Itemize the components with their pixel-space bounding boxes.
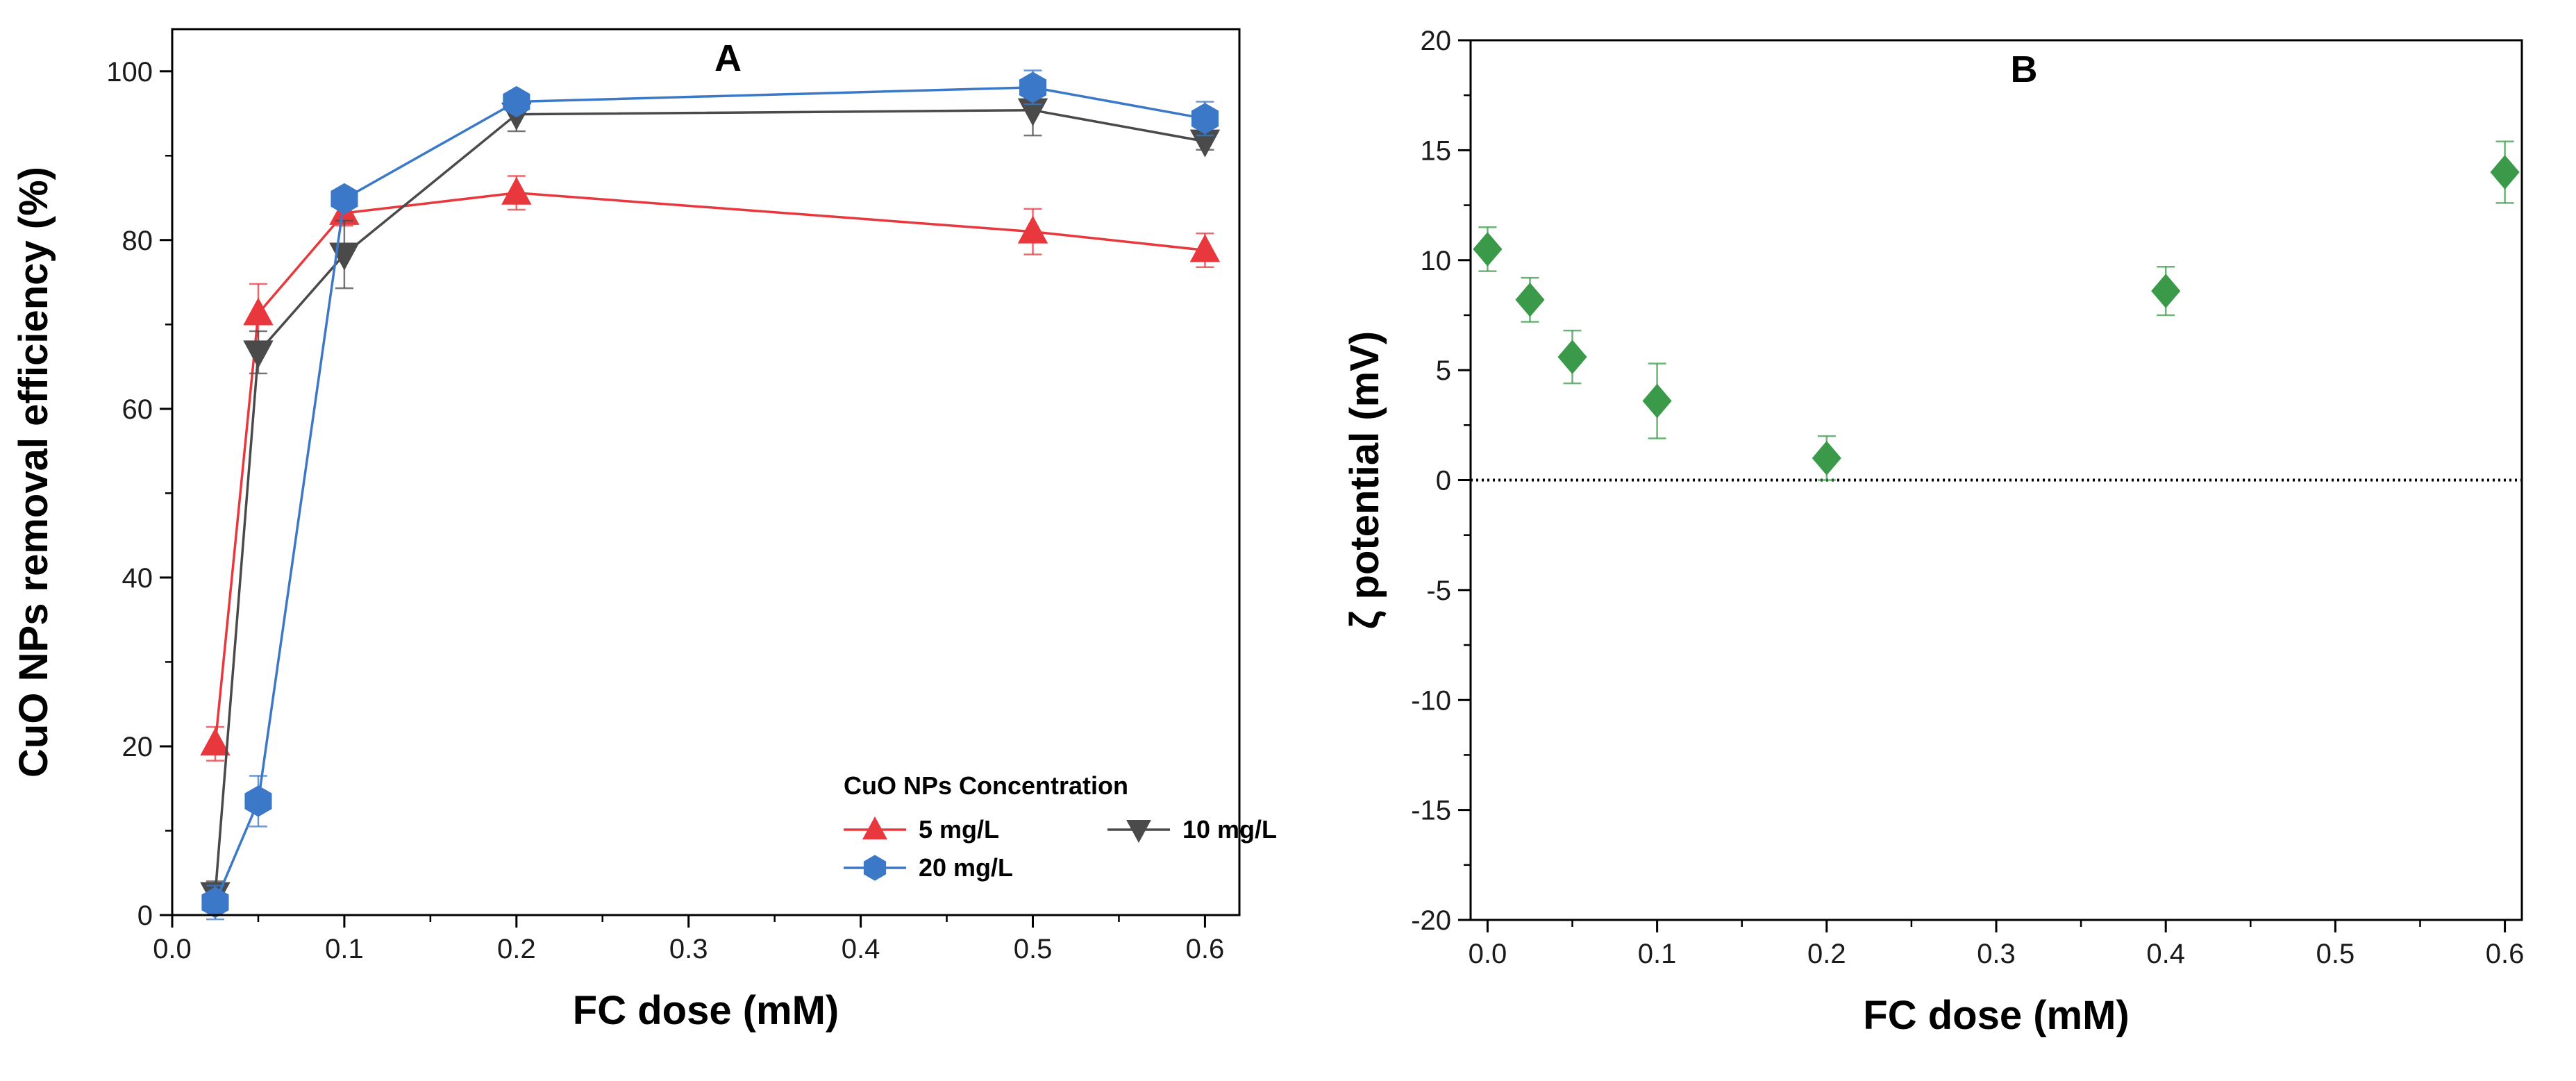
data-point [1019, 72, 1047, 103]
data-point [331, 183, 358, 215]
y-tick-label: 80 [122, 226, 153, 256]
panel-label: B [2011, 49, 2038, 90]
panel-a: 0.0 0.1 0.2 0.3 0.4 0.5 0.6 0 20 40 60 80 100 FC dose… [11, 28, 1277, 1033]
x-tick-label: 0.0 [153, 934, 192, 964]
x-tick-label: 0.5 [2316, 939, 2355, 969]
y-tick-label: -15 [1411, 796, 1451, 826]
legend-label: 5 mg/L [919, 815, 999, 844]
x-tick-label: 0.3 [669, 934, 708, 964]
y-tick-label: 15 [1421, 135, 1452, 166]
y-tick-label: -20 [1411, 905, 1451, 936]
legend-label: 10 mg/L [1182, 815, 1277, 844]
data-point [1812, 441, 1841, 476]
data-point [1191, 103, 1219, 135]
legend-item: 20 mg/L [844, 853, 1013, 882]
y-tick-label: 20 [1421, 26, 1452, 56]
legend-title: CuO NPs Concentration [844, 771, 1128, 800]
x-axis-title: FC dose (mM) [573, 988, 839, 1033]
series-line [214, 108, 1205, 894]
legend-marker [863, 855, 887, 881]
legend-marker [862, 816, 887, 839]
data-point [243, 340, 274, 369]
y-tick-label: 5 [1436, 355, 1451, 386]
x-tick-label: 0.4 [2146, 939, 2185, 969]
data-point [201, 887, 229, 919]
series-line [214, 192, 1205, 744]
x-tick-label: 0.2 [497, 934, 536, 964]
plot-frame [171, 28, 1241, 916]
panel-b: 0.0 0.1 0.2 0.3 0.4 0.5 0.6 -20 -15 -10 -5 0 5 10 15 20… [1342, 26, 2524, 1038]
x-tick-label: 0.2 [1807, 939, 1846, 969]
legend-marker [1126, 820, 1151, 844]
data-point [244, 785, 272, 817]
panel-label: A [714, 37, 742, 79]
legend-item: 5 mg/L [844, 815, 999, 844]
y-tick-label: 40 [122, 563, 153, 594]
y-tick-label: 60 [122, 394, 153, 425]
data-point [503, 85, 530, 118]
x-tick-label: 0.1 [1638, 939, 1677, 969]
x-tick-label: 0.3 [1977, 939, 2016, 969]
data-point [501, 176, 532, 205]
y-tick-label: -10 [1411, 685, 1451, 716]
x-tick-label: 0.5 [1014, 934, 1053, 964]
x-tick-label: 0.4 [842, 934, 880, 964]
y-axis-title: ζ potential (mV) [1342, 331, 1387, 629]
data-point [1515, 282, 1545, 317]
data-point [2490, 155, 2520, 190]
x-tick-label: 0.1 [325, 934, 364, 964]
data-point [1557, 340, 1587, 374]
legend: CuO NPs Concentration 5 mg/L 10 mg/L 20 mg/… [844, 771, 1277, 882]
x-tick-label: 0.0 [1469, 939, 1507, 969]
y-tick-label: 0 [1436, 466, 1451, 496]
data-point [2151, 274, 2181, 308]
y-tick-label: 10 [1421, 246, 1452, 276]
series-20-mg-l [201, 69, 1219, 921]
y-tick-label: -5 [1426, 576, 1451, 606]
x-tick-label: 0.6 [1186, 934, 1225, 964]
y-tick-label: 100 [106, 57, 153, 87]
series-line [214, 86, 1205, 903]
data-point [1642, 383, 1672, 419]
x-tick-label: 0.6 [2486, 939, 2525, 969]
y-tick-label: 0 [137, 900, 153, 931]
series-potential [1473, 140, 2520, 481]
legend-label: 20 mg/L [919, 853, 1013, 882]
data-point [200, 728, 231, 756]
data-point [1017, 215, 1048, 244]
data-point [243, 297, 274, 326]
x-axis-title: FC dose (mM) [1863, 993, 2129, 1038]
data-point [1473, 232, 1503, 267]
y-axis-title: CuO NPs removal efficiency (%) [11, 167, 56, 778]
legend-item: 10 mg/L [1107, 815, 1277, 844]
data-point [1189, 234, 1221, 262]
y-tick-label: 20 [122, 732, 153, 762]
